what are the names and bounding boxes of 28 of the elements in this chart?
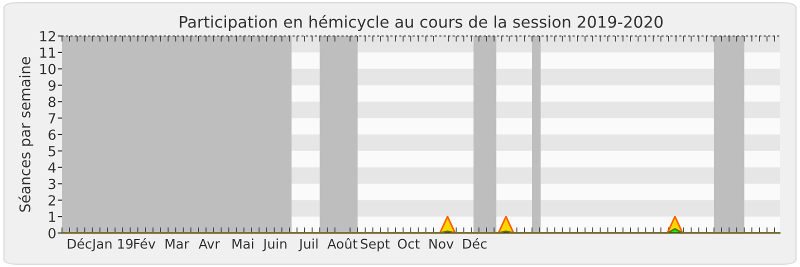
y-tick-label: 7	[48, 113, 56, 124]
x-tick-label: Jan 19	[92, 238, 133, 252]
y-tick-label: 9	[48, 80, 56, 91]
y-tick-label: 4	[48, 162, 56, 173]
y-tick-label: 5	[48, 146, 56, 156]
y-tick-label: 1	[49, 212, 56, 222]
x-tick-label: Nov	[429, 238, 454, 249]
y-axis-title: Séances par semaine	[18, 57, 34, 212]
chart-title: Participation en hémicycle au cours de la session 2019-2020	[180, 14, 663, 31]
x-tick-label: Août	[327, 238, 358, 249]
y-tick-label: 3	[48, 178, 56, 190]
x-tick-label: Juin	[262, 238, 286, 252]
x-tick-label: Oct	[398, 238, 420, 249]
y-tick-label: 11	[40, 48, 56, 58]
y-tick-label: 6	[48, 129, 56, 140]
y-tick-label: 2	[48, 195, 56, 206]
x-tick-label: Déc	[463, 238, 487, 249]
y-tick-label: 10	[40, 64, 56, 74]
x-tick-label: Avr	[198, 238, 220, 249]
x-tick-label: Sept	[360, 238, 390, 252]
x-tick-label: Mai	[232, 238, 254, 249]
y-tick-label: 0	[48, 228, 56, 238]
x-tick-label: Déc	[68, 238, 92, 249]
y-tick-label: 12	[40, 30, 56, 42]
y-tick-label: 8	[48, 96, 56, 108]
x-tick-label: Juil	[298, 238, 318, 252]
x-tick-label: Mar	[166, 238, 190, 249]
x-tick-label: Fév	[134, 238, 156, 249]
